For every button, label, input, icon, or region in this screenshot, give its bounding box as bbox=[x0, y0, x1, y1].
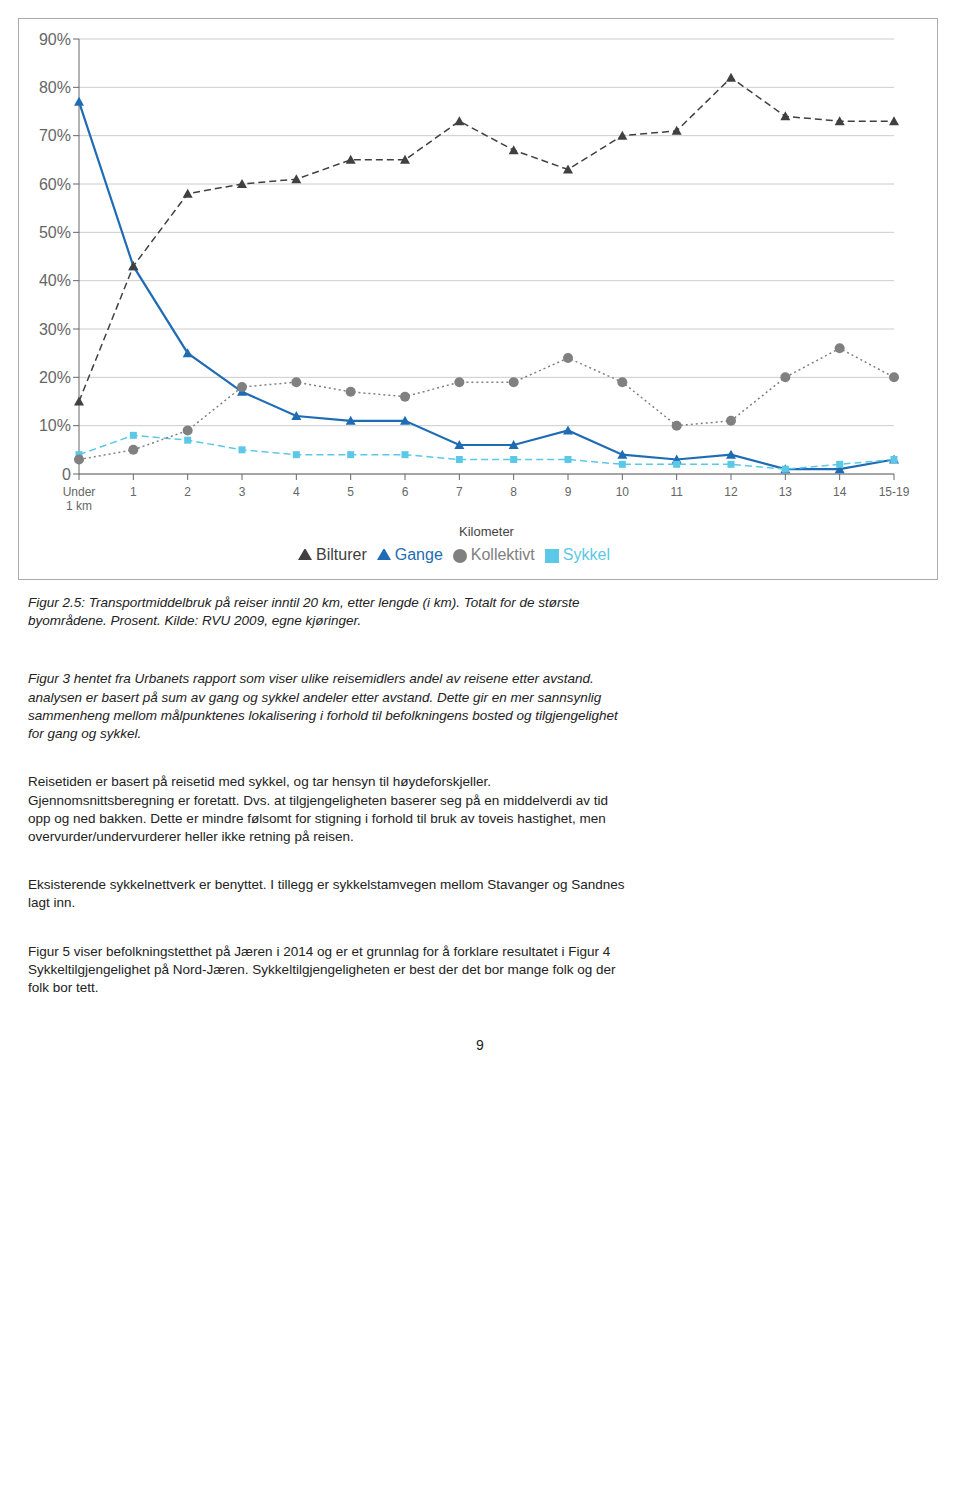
svg-text:10%: 10% bbox=[39, 417, 71, 434]
svg-text:0: 0 bbox=[62, 466, 71, 483]
svg-text:90%: 90% bbox=[39, 31, 71, 48]
svg-text:70%: 70% bbox=[39, 127, 71, 144]
html-text:Figur 3 hentet fra Urbanets ra: Figur 3 hentet fra Urbanets rapport som … bbox=[28, 671, 618, 742]
html-text:Sykkel: Sykkel bbox=[562, 546, 610, 563]
svg-text:15-19: 15-19 bbox=[879, 485, 910, 499]
svg-text:40%: 40% bbox=[39, 272, 71, 289]
svg-text:14: 14 bbox=[833, 485, 847, 499]
svg-text:9: 9 bbox=[565, 485, 572, 499]
html-text:9: 9 bbox=[476, 1037, 484, 1054]
svg-text:5: 5 bbox=[347, 485, 354, 499]
html-text:Bilturer: Bilturer bbox=[316, 546, 367, 563]
svg-text:4: 4 bbox=[293, 485, 300, 499]
svg-text:80%: 80% bbox=[39, 79, 71, 96]
svg-text:Under1 km: Under1 km bbox=[63, 485, 96, 513]
svg-text:3: 3 bbox=[239, 485, 246, 499]
svg-text:1: 1 bbox=[130, 485, 137, 499]
svg-text:20%: 20% bbox=[39, 369, 71, 386]
html-text:Kollektivt: Kollektivt bbox=[470, 546, 535, 563]
svg-text:13: 13 bbox=[779, 485, 793, 499]
html-text:Reisetiden er basert på reiset: Reisetiden er basert på reisetid med syk… bbox=[28, 774, 609, 844]
html-text:Eksisterende sykkelnettverk er: Eksisterende sykkelnettverk er benyttet.… bbox=[28, 877, 625, 911]
html-text:Figur 5 viser befolkningstetth: Figur 5 viser befolkningstetthet på Jære… bbox=[28, 943, 616, 996]
svg-text:2: 2 bbox=[184, 485, 191, 499]
svg-text:30%: 30% bbox=[39, 321, 71, 338]
svg-text:12: 12 bbox=[724, 485, 738, 499]
svg-text:6: 6 bbox=[402, 485, 409, 499]
svg-text:7: 7 bbox=[456, 485, 463, 499]
svg-text:Kilometer: Kilometer bbox=[459, 524, 515, 539]
svg-text:60%: 60% bbox=[39, 176, 71, 193]
svg-text:10: 10 bbox=[616, 485, 630, 499]
html-text:Figur 2.5: Transportmiddelbruk: Figur 2.5: Transportmiddelbruk på reiser… bbox=[28, 595, 580, 629]
svg-text:50%: 50% bbox=[39, 224, 71, 241]
svg-text:8: 8 bbox=[510, 485, 517, 499]
svg-text:11: 11 bbox=[670, 485, 683, 499]
html-text:Gange: Gange bbox=[394, 546, 443, 563]
